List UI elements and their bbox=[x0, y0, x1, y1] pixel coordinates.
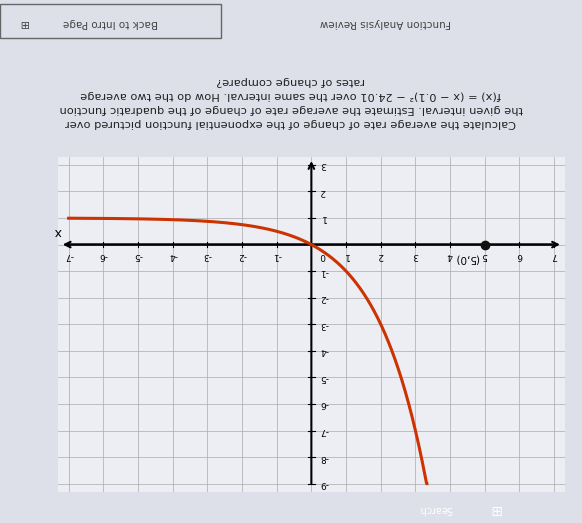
Text: 5: 5 bbox=[482, 251, 488, 260]
Text: -6: -6 bbox=[320, 400, 329, 408]
Text: -2: -2 bbox=[320, 293, 329, 302]
Text: 2: 2 bbox=[378, 251, 384, 260]
Text: 4: 4 bbox=[448, 251, 453, 260]
Bar bbox=[0, 4, 221, 38]
Text: -4: -4 bbox=[168, 251, 177, 260]
Text: 1: 1 bbox=[343, 251, 349, 260]
Text: Back to Intro Page: Back to Intro Page bbox=[63, 18, 158, 28]
Text: Calculate the average rate of change of the exponential function pictured over
t: Calculate the average rate of change of … bbox=[59, 76, 523, 128]
Text: -6: -6 bbox=[99, 251, 108, 260]
Text: 7: 7 bbox=[551, 251, 557, 260]
Text: 2: 2 bbox=[320, 187, 326, 196]
Text: 0: 0 bbox=[320, 251, 326, 260]
Text: -9: -9 bbox=[320, 479, 329, 488]
Text: (5,0): (5,0) bbox=[455, 254, 480, 264]
Text: 1: 1 bbox=[320, 213, 326, 222]
Text: -3: -3 bbox=[320, 320, 329, 329]
Text: -1: -1 bbox=[320, 267, 329, 276]
Text: -3: -3 bbox=[203, 251, 212, 260]
Text: ⊞: ⊞ bbox=[19, 18, 28, 28]
Text: -5: -5 bbox=[133, 251, 143, 260]
Text: -7: -7 bbox=[320, 426, 329, 435]
Text: 3: 3 bbox=[320, 161, 326, 169]
Text: 6: 6 bbox=[517, 251, 522, 260]
Text: -1: -1 bbox=[272, 251, 281, 260]
Text: x: x bbox=[55, 225, 62, 238]
Text: Function Analysis Review: Function Analysis Review bbox=[320, 18, 451, 28]
Text: -4: -4 bbox=[320, 346, 329, 355]
Text: 3: 3 bbox=[413, 251, 418, 260]
Text: Search: Search bbox=[419, 504, 453, 514]
Text: ⊞: ⊞ bbox=[489, 502, 501, 516]
Text: -2: -2 bbox=[237, 251, 246, 260]
Text: -7: -7 bbox=[64, 251, 73, 260]
Text: -8: -8 bbox=[320, 452, 329, 462]
Text: -5: -5 bbox=[320, 373, 329, 382]
